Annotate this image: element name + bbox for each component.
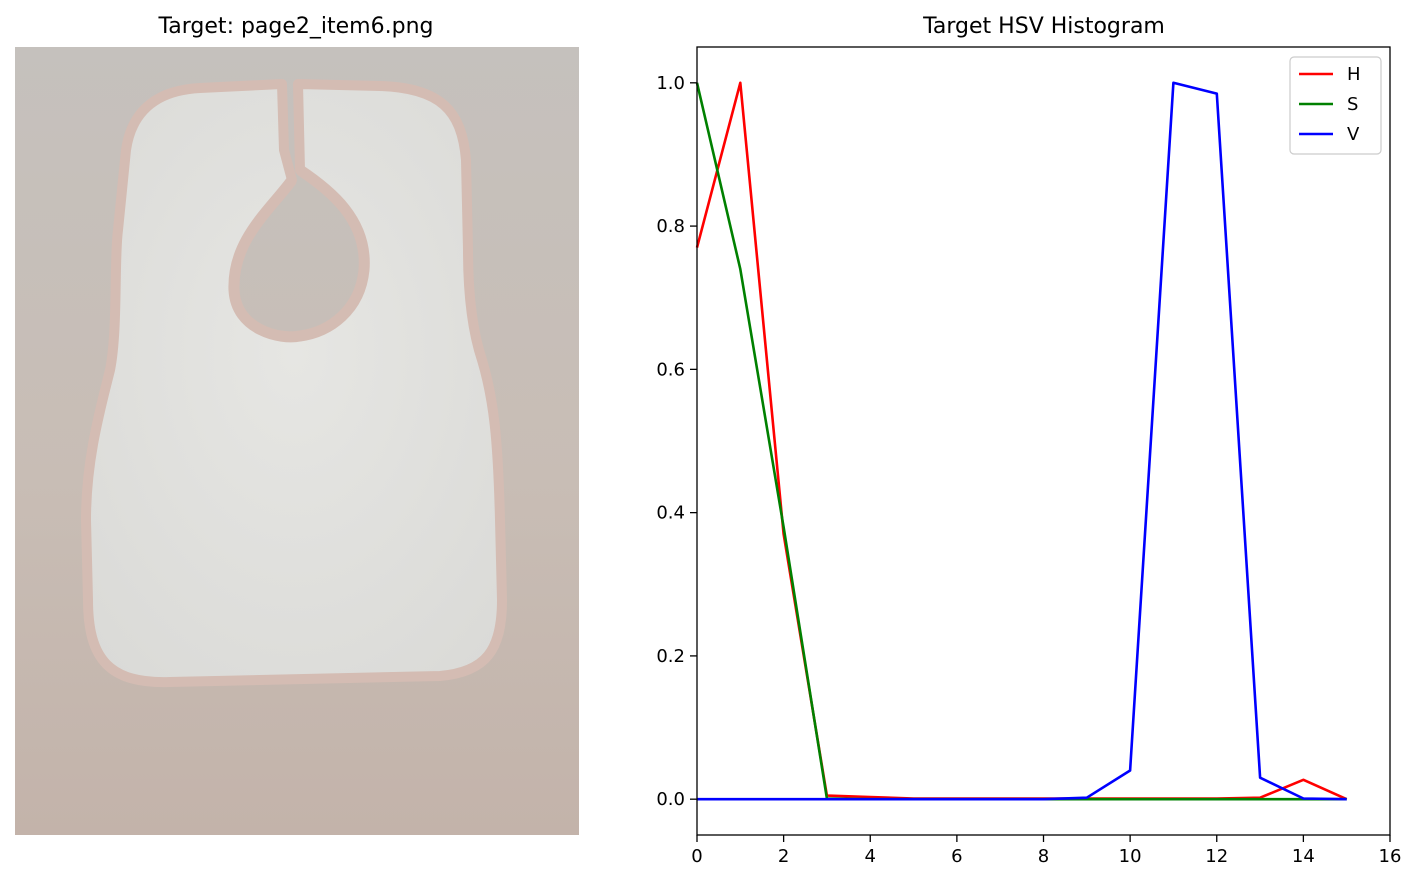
image-title: Target: page2_item6.png	[158, 14, 434, 39]
x-tick-label: 0	[691, 846, 702, 867]
x-tick-label: 4	[865, 846, 876, 867]
x-tick-label: 6	[951, 846, 962, 867]
axes-frame	[696, 46, 1391, 836]
x-tick-label: 8	[1038, 846, 1049, 867]
legend-label-h: H	[1347, 64, 1361, 85]
hsv-histogram-chart: Target HSV Histogram 0 2 4 6 8 10 12 14 16 0.00.…	[656, 14, 1401, 867]
x-tick-label: 2	[778, 846, 789, 867]
legend: HSV	[1289, 56, 1382, 155]
y-tick-label: 1.0	[656, 73, 685, 94]
series-line-s	[695, 82, 1347, 801]
image-panel: Target: page2_item6.png	[15, 14, 579, 835]
x-tick-label: 12	[1205, 846, 1228, 867]
y-tick-label: 0.2	[656, 646, 685, 667]
x-tick-label: 14	[1292, 846, 1315, 867]
legend-label-v: V	[1347, 124, 1360, 145]
y-tick-label: 0.8	[656, 216, 685, 237]
series-line-v	[697, 81, 1347, 801]
chart-title: Target HSV Histogram	[922, 14, 1165, 39]
series-layer	[695, 81, 1348, 801]
legend-box	[1289, 56, 1382, 155]
y-axis: 0.0 0.2 0.4 0.6 0.8 1.0	[656, 73, 697, 810]
x-tick-label: 16	[1379, 846, 1402, 867]
bib-photo	[81, 79, 507, 688]
y-tick-label: 0.4	[656, 503, 685, 524]
neck-hole-trim	[228, 165, 370, 343]
y-tick-label: 0.0	[656, 789, 685, 810]
x-axis: 0 2 4 6 8 10 12 14 16	[691, 835, 1401, 867]
series-line-h	[695, 81, 1348, 801]
y-tick-label: 0.6	[656, 359, 685, 380]
x-tick-label: 10	[1119, 846, 1142, 867]
legend-label-s: S	[1347, 94, 1358, 115]
